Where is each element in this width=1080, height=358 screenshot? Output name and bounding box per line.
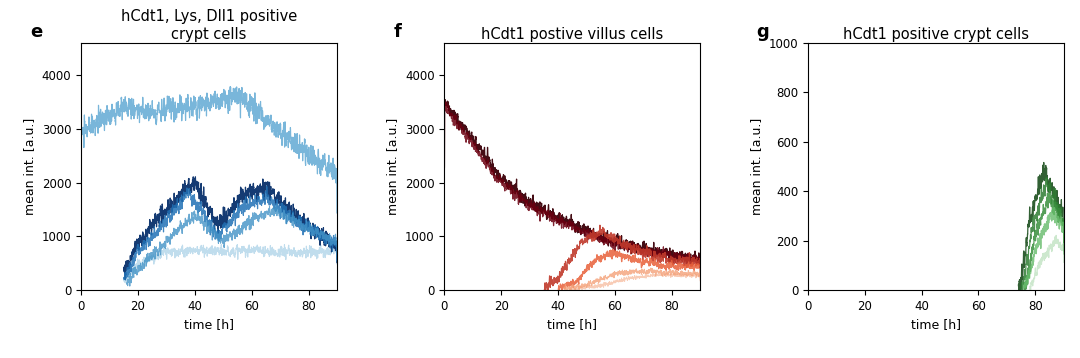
Title: hCdt1 postive villus cells: hCdt1 postive villus cells (482, 27, 663, 42)
Text: g: g (757, 23, 769, 41)
Y-axis label: mean int. [a.u.]: mean int. [a.u.] (387, 118, 400, 215)
Title: hCdt1, Lys, Dll1 positive
crypt cells: hCdt1, Lys, Dll1 positive crypt cells (121, 9, 297, 42)
Text: e: e (30, 23, 42, 41)
X-axis label: time [h]: time [h] (548, 318, 597, 331)
X-axis label: time [h]: time [h] (910, 318, 961, 331)
Y-axis label: mean int. [a.u.]: mean int. [a.u.] (23, 118, 36, 215)
Title: hCdt1 positive crypt cells: hCdt1 positive crypt cells (842, 27, 1029, 42)
Y-axis label: mean int. [a.u.]: mean int. [a.u.] (750, 118, 762, 215)
Text: f: f (393, 23, 401, 41)
X-axis label: time [h]: time [h] (184, 318, 234, 331)
